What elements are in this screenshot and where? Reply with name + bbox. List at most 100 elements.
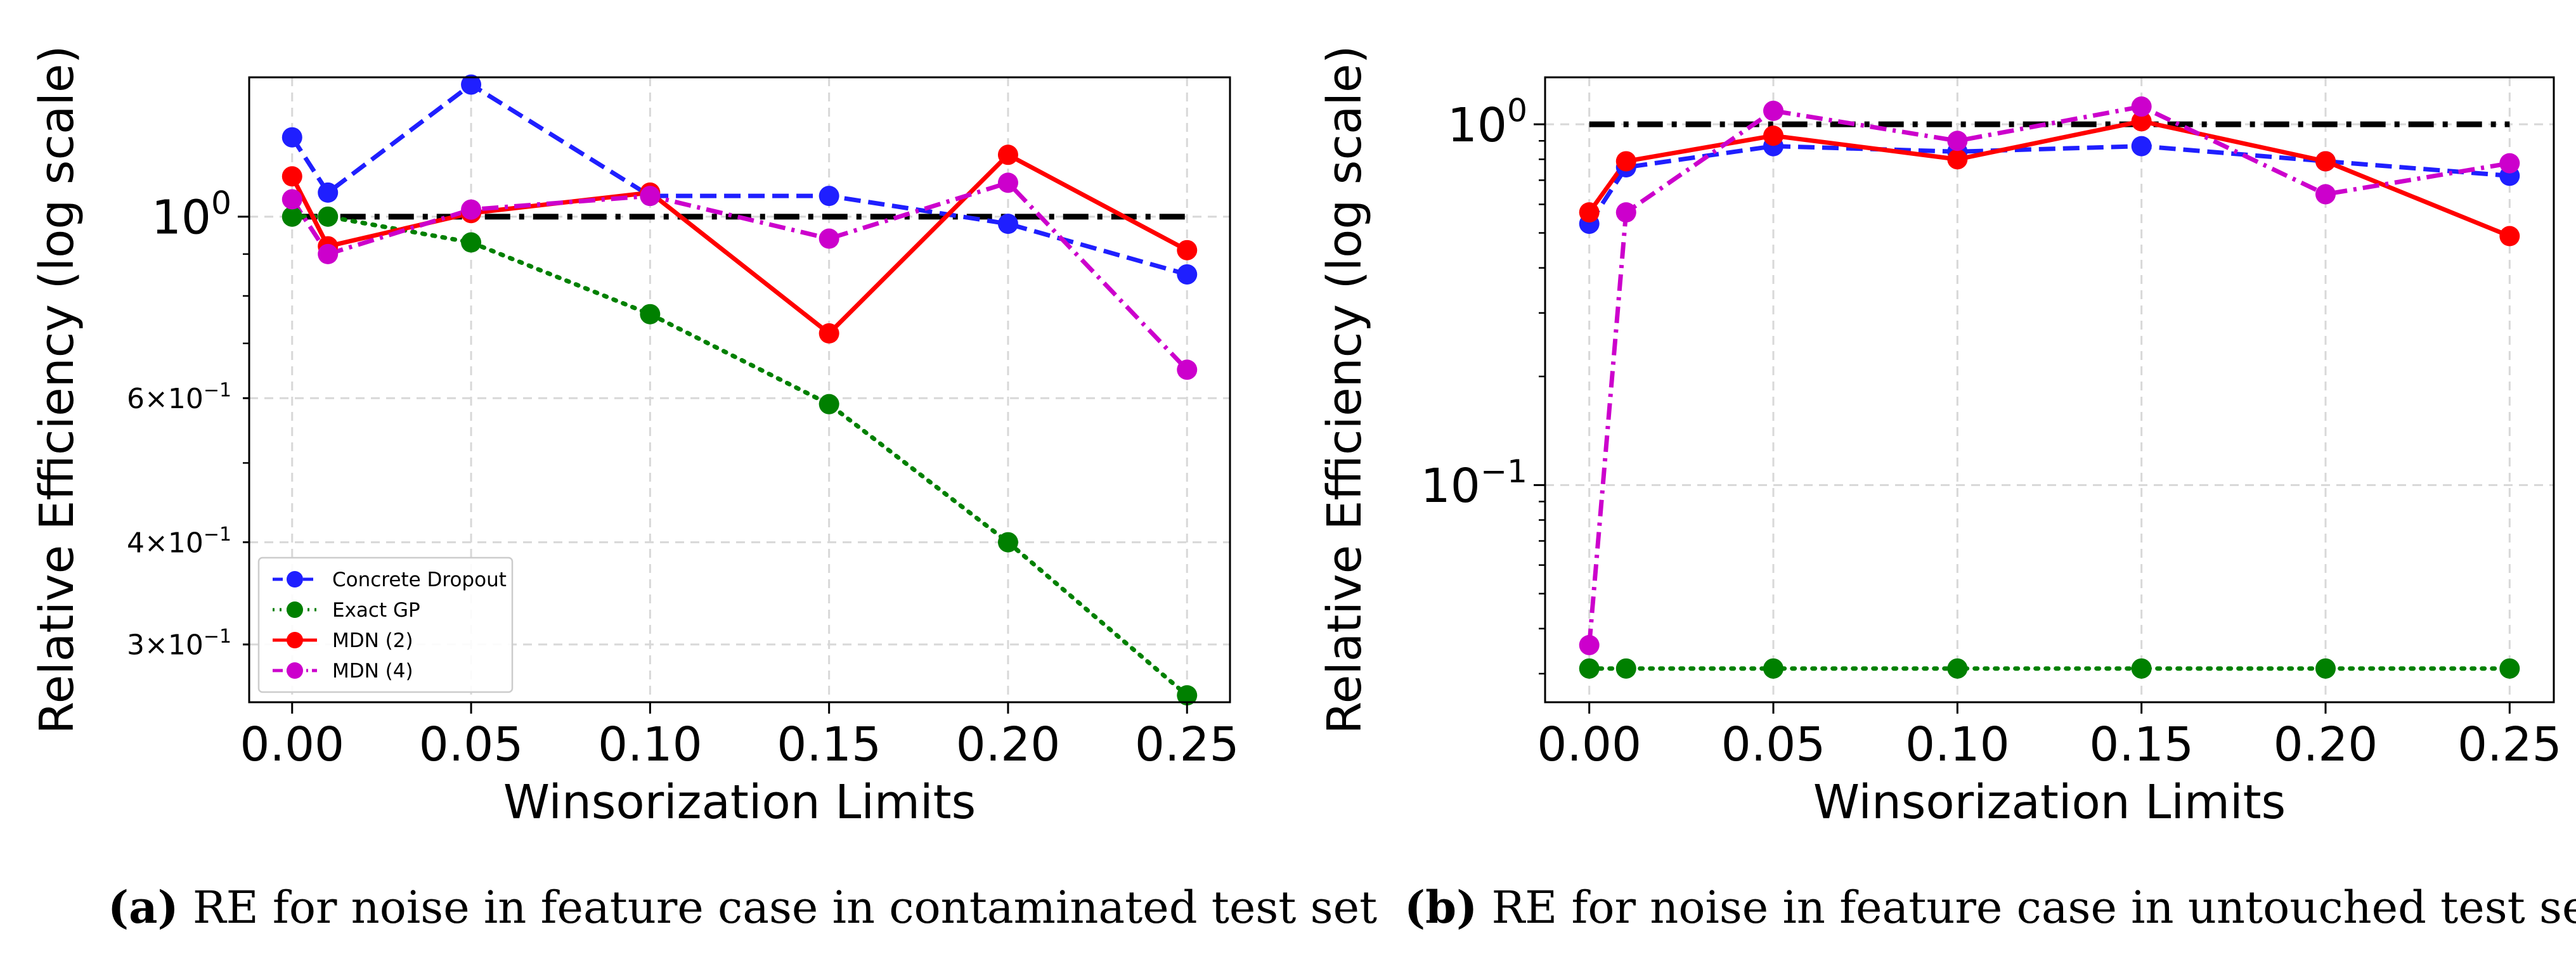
chart-a-series-1-point-3 — [640, 304, 661, 324]
caption-b-text: RE for noise in feature case in untouche… — [1477, 882, 2576, 934]
chart-a-ytick-label-1-mantissa: 6× — [127, 383, 168, 415]
caption-b-letter: (b) — [1404, 881, 1478, 934]
chart-b-xlabel: Winsorization Limits — [1813, 775, 2286, 830]
chart-b-series-1-point-0 — [1579, 658, 1600, 679]
chart-a-ylabel: Relative Efficiency (log scale) — [30, 46, 84, 735]
chart-a-xtick-label-0: 0.00 — [240, 717, 344, 772]
chart-a-legend-label-0: Concrete Dropout — [332, 568, 507, 591]
chart-a-series-3-point-2 — [461, 199, 482, 220]
caption-a: (a) RE for noise in feature case in cont… — [108, 881, 1377, 934]
chart-b-ylabel: Relative Efficiency (log scale) — [1317, 46, 1372, 735]
chart-a-legend-marker-1 — [287, 601, 303, 618]
chart-b-ytick-label-0-exponent: 0 — [1507, 92, 1527, 129]
chart-a-legend-box — [257, 556, 514, 693]
chart-a-series-0-point-6 — [1177, 264, 1198, 285]
chart-a-legend-marker-0 — [287, 571, 303, 588]
chart-a-ytick-label-1-exponent: −1 — [204, 380, 231, 402]
chart-a-xtick-label-2: 0.10 — [598, 717, 702, 772]
chart-a-plot-frame — [248, 76, 1231, 703]
chart-a-series-0-point-0 — [282, 127, 302, 148]
chart-a-series-2-point-4 — [819, 323, 839, 344]
chart-b-xtick-label-4: 0.20 — [2274, 717, 2378, 772]
chart-a-series-3-line — [290, 180, 1189, 371]
chart-b-ytick-label-1: 10−1 — [1421, 453, 1527, 513]
chart-b-series-1-point-6 — [2499, 658, 2520, 679]
chart-b-series-2-point-2 — [1763, 125, 1784, 146]
chart-a-series-2-line — [290, 151, 1188, 337]
chart-a-series-3-point-0 — [282, 189, 302, 210]
chart-b-series-1-point-2 — [1763, 658, 1784, 679]
chart-b-series-1-point-4 — [2131, 658, 2152, 679]
chart-a-ytick-label-2-mantissa: 4× — [127, 527, 168, 559]
chart-b-xtick-label-2: 0.10 — [1905, 717, 2010, 772]
chart-a-series-2-point-0 — [282, 166, 302, 187]
chart-a-ytick-label-3-exponent: −1 — [204, 626, 231, 648]
chart-a-series-3-point-3 — [640, 186, 661, 207]
chart-a-legend-label-3: MDN (4) — [332, 660, 413, 683]
chart-a-series-0-point-2 — [461, 74, 482, 95]
caption-a-letter: (a) — [108, 881, 179, 934]
chart-a-xtick-label-4: 0.20 — [956, 717, 1061, 772]
chart-a-series-0-point-1 — [318, 182, 339, 203]
chart-a-series-1-point-6 — [1177, 685, 1198, 706]
chart-b-ytick-label-0-base: 10 — [1447, 98, 1507, 153]
chart-b-series-2-line — [1587, 119, 2511, 238]
chart-b-series-2-point-0 — [1579, 202, 1600, 223]
chart-b-xtick-label-1: 0.05 — [1721, 717, 1826, 772]
chart-b-xtick-label-0: 0.00 — [1537, 717, 1641, 772]
chart-a-xlabel: Winsorization Limits — [503, 775, 976, 830]
chart-a-series-3-point-4 — [819, 228, 839, 249]
chart-b-series-3-point-5 — [2315, 184, 2336, 205]
chart-b-series-0-point-4 — [2131, 136, 2152, 157]
chart-a-series-3-point-1 — [318, 243, 339, 264]
chart-a-xtick-label-5: 0.25 — [1135, 717, 1239, 772]
chart-b-series-3-line — [1587, 104, 2510, 646]
chart-a-series-1-point-4 — [819, 394, 839, 414]
chart-b-series-1-point-3 — [1947, 658, 1968, 679]
chart-b-plot-frame — [1544, 76, 2555, 703]
chart-a-ytick-label-3-base: 10 — [168, 629, 204, 662]
chart-a-ytick-label-3: 3×10−1 — [127, 626, 231, 661]
chart-b-series-1-point-1 — [1615, 658, 1636, 679]
chart-b-series-3-point-0 — [1579, 634, 1600, 655]
chart-b-series-3-point-4 — [2131, 96, 2152, 117]
chart-b-series-3-point-2 — [1763, 100, 1784, 121]
chart-a-legend-marker-2 — [287, 632, 303, 648]
chart-a: 0.00 0.05 0.10 0.15 0.20 0.251006×10−14×10−13… — [30, 46, 1239, 830]
chart-a-series-1-point-2 — [461, 232, 482, 253]
chart-a-ytick-label-0-base: 10 — [152, 190, 211, 245]
chart-b: 0.00 0.05 0.10 0.15 0.20 0.2510010−1Winsoriza… — [1317, 46, 2562, 830]
chart-b-xtick-label-3: 0.15 — [2089, 717, 2194, 772]
caption-b: (b) RE for noise in feature case in unto… — [1404, 881, 2576, 934]
chart-b-series-2-point-5 — [2315, 151, 2336, 172]
chart-a-ytick-label-0-exponent: 0 — [211, 184, 231, 221]
chart-a-ytick-label-2-exponent: −1 — [204, 523, 231, 546]
chart-a-series-3-point-6 — [1177, 359, 1198, 380]
chart-a-legend-marker-3 — [287, 662, 303, 679]
chart-b-series-3-point-6 — [2499, 153, 2520, 174]
chart-a-series-1-point-5 — [997, 532, 1018, 553]
chart-a-series-0-point-5 — [997, 214, 1018, 234]
chart-a-series-2-point-6 — [1177, 240, 1198, 260]
chart-b-series-3-point-1 — [1615, 202, 1636, 223]
chart-a-ytick-label-1-base: 10 — [168, 383, 204, 415]
chart-a-ytick-label-1: 6×10−1 — [127, 380, 231, 415]
chart-a-ytick-label-3-mantissa: 3× — [127, 629, 168, 662]
chart-b-ytick-label-1-exponent: −1 — [1480, 453, 1527, 490]
chart-b-series-2-point-3 — [1947, 149, 1968, 170]
chart-b-series-1-point-5 — [2315, 658, 2336, 679]
chart-b-ytick-label-1-base: 10 — [1421, 459, 1480, 513]
chart-a-series-2-point-5 — [997, 145, 1018, 165]
chart-a-series-3-point-5 — [997, 172, 1018, 193]
chart-b-xtick-label-5: 0.25 — [2457, 717, 2562, 772]
caption-a-text: RE for noise in feature case in contamin… — [178, 882, 1378, 934]
chart-b-series-3-point-3 — [1947, 131, 1968, 151]
chart-a-legend-label-1: Exact GP — [332, 599, 420, 622]
chart-a-series-1-point-1 — [318, 206, 339, 227]
chart-a-ytick-label-0: 100 — [152, 184, 231, 245]
chart-a-xtick-label-1: 0.05 — [419, 717, 524, 772]
chart-a-xtick-label-3: 0.15 — [777, 717, 881, 772]
chart-b-series-2-point-4 — [2131, 111, 2152, 132]
chart-b-ytick-label-0: 100 — [1447, 92, 1527, 153]
chart-a-ytick-label-2-base: 10 — [168, 527, 204, 559]
